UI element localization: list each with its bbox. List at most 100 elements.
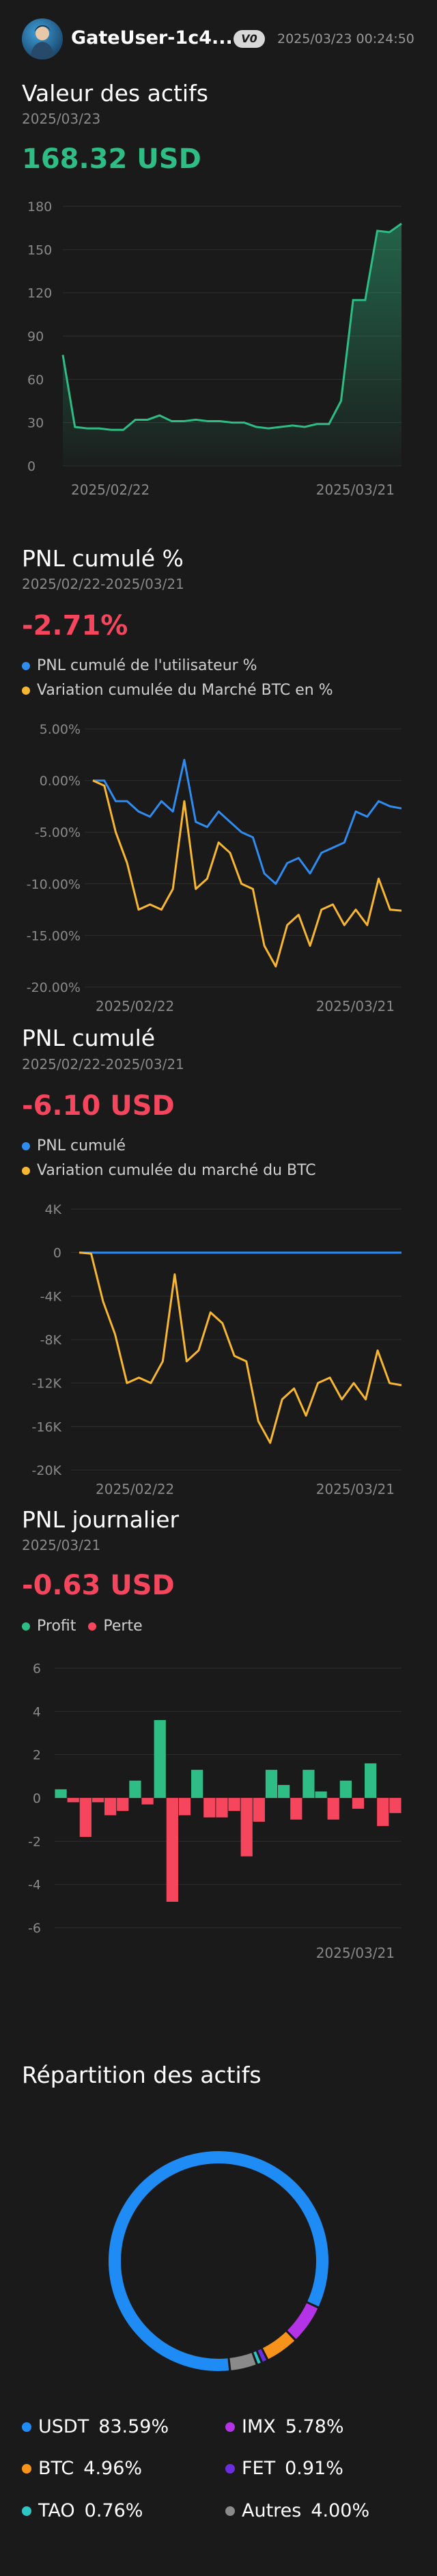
bar bbox=[166, 1798, 178, 1902]
bar bbox=[67, 1798, 79, 1803]
asset-value-date: 2025/03/23 bbox=[22, 111, 101, 127]
y-tick-label: -12K bbox=[32, 1376, 62, 1391]
legend-label: Profit bbox=[37, 1618, 76, 1635]
y-tick-label: -4 bbox=[28, 1878, 41, 1893]
asset-value-chart[interactable]: 0 30 60 90 120 150 180 2025/02/22 2025/03/21 bbox=[0, 184, 437, 499]
y-tick-label: -16K bbox=[32, 1419, 62, 1435]
donut-slice bbox=[109, 2151, 328, 2371]
x-tick-label: 2025/03/21 bbox=[316, 482, 395, 498]
legend-user-pnl-usd: PNL cumulé bbox=[22, 1137, 126, 1154]
pnl-daily-title: PNL journalier bbox=[22, 1506, 180, 1533]
legend-user-pnl-pct: PNL cumulé de l'utilisateur % bbox=[22, 657, 257, 674]
y-tick-label: 0.00% bbox=[40, 774, 81, 789]
allocation-title: Répartition des actifs bbox=[22, 2062, 262, 2088]
legend-dot bbox=[225, 2506, 235, 2516]
vip-badge: V0 bbox=[234, 30, 265, 48]
donut-slice bbox=[287, 2303, 318, 2340]
legend-dot bbox=[225, 2463, 235, 2474]
x-tick-label: 2025/03/21 bbox=[316, 1481, 395, 1497]
bar bbox=[228, 1798, 240, 1811]
allocation-pct: 83.59% bbox=[98, 2416, 169, 2437]
allocation-item: BTC 4.96% bbox=[22, 2458, 142, 2479]
donut-slice bbox=[229, 2353, 256, 2370]
x-tick-label: 2025/02/22 bbox=[96, 1481, 174, 1497]
x-tick-label: 2025/02/22 bbox=[71, 482, 150, 498]
series-line bbox=[79, 1251, 402, 1444]
legend-dot bbox=[22, 686, 30, 695]
legend-dot bbox=[22, 2422, 31, 2432]
pnl-usd-chart[interactable]: 4K 0 -4K -8K -12K -16K -20K 2025/02/22 2025/03/2… bbox=[0, 1192, 437, 1506]
series-line bbox=[93, 758, 402, 885]
legend-label: Perte bbox=[103, 1618, 143, 1635]
series-line bbox=[92, 779, 402, 968]
bar bbox=[389, 1798, 401, 1814]
x-tick-label: 2025/03/21 bbox=[316, 998, 395, 1014]
allocation-name: TAO bbox=[38, 2500, 75, 2521]
y-tick-label: -8K bbox=[40, 1333, 62, 1348]
y-tick-label: 0 bbox=[27, 459, 36, 474]
allocation-name: FET bbox=[242, 2458, 276, 2479]
legend-dot bbox=[22, 1622, 30, 1631]
bar bbox=[339, 1780, 352, 1798]
bar bbox=[117, 1798, 129, 1811]
legend-dot bbox=[225, 2422, 235, 2432]
avatar-icon bbox=[30, 25, 55, 59]
legend-loss: Perte bbox=[88, 1618, 143, 1635]
allocation-pct: 5.78% bbox=[285, 2416, 344, 2437]
pnl-pct-title: PNL cumulé % bbox=[22, 545, 184, 572]
bar bbox=[278, 1785, 290, 1798]
donut-slice bbox=[262, 2331, 295, 2359]
username[interactable]: GateUser-1c4... bbox=[71, 27, 233, 49]
y-tick-label: 0 bbox=[53, 1246, 61, 1261]
allocation-pct: 4.96% bbox=[83, 2458, 143, 2479]
pnl-daily-chart[interactable]: 6 4 2 0 -2 -4 -6 2025/03/21 bbox=[0, 1646, 437, 1961]
bar bbox=[290, 1798, 302, 1820]
pnl-usd-value: -6.10 USD bbox=[22, 1090, 175, 1122]
bar bbox=[154, 1720, 166, 1798]
legend-dot bbox=[22, 1166, 30, 1175]
y-tick-label: 90 bbox=[27, 329, 44, 344]
legend-label: PNL cumulé bbox=[37, 1137, 126, 1154]
y-tick-label: -20.00% bbox=[27, 980, 81, 995]
legend-dot bbox=[22, 1141, 30, 1150]
y-tick-label: 2 bbox=[33, 1748, 41, 1763]
y-tick-label: -10.00% bbox=[27, 877, 81, 892]
legend-btc-pnl-pct: Variation cumulée du Marché BTC en % bbox=[22, 682, 333, 699]
y-tick-label: -15.00% bbox=[27, 928, 81, 943]
legend-profit: Profit bbox=[22, 1618, 76, 1635]
bar bbox=[216, 1798, 228, 1818]
asset-value-title: Valeur des actifs bbox=[22, 80, 208, 107]
legend-label: Variation cumulée du Marché BTC en % bbox=[37, 682, 333, 699]
donut-slice bbox=[253, 2351, 261, 2364]
bar bbox=[352, 1798, 365, 1809]
y-tick-label: 6 bbox=[33, 1661, 41, 1676]
legend-label: PNL cumulé de l'utilisateur % bbox=[37, 657, 257, 674]
allocation-item: FET 0.91% bbox=[225, 2458, 343, 2479]
allocation-name: USDT bbox=[38, 2416, 89, 2437]
y-tick-label: 180 bbox=[27, 199, 52, 214]
allocation-donut-chart[interactable] bbox=[0, 2118, 437, 2377]
bar bbox=[104, 1798, 117, 1816]
legend-dot bbox=[88, 1622, 97, 1631]
allocation-name: BTC bbox=[38, 2458, 74, 2479]
avatar[interactable] bbox=[22, 18, 63, 59]
allocation-pct: 0.91% bbox=[285, 2458, 343, 2479]
bar bbox=[365, 1763, 377, 1798]
y-tick-label: 4 bbox=[33, 1704, 41, 1719]
bar bbox=[79, 1798, 91, 1837]
bar bbox=[191, 1769, 203, 1798]
y-tick-label: 0 bbox=[33, 1791, 41, 1806]
allocation-pct: 0.76% bbox=[84, 2500, 143, 2521]
pnl-pct-chart[interactable]: 5.00% 0.00% -5.00% -10.00% -15.00% -20.00% 202… bbox=[0, 710, 437, 1014]
header: GateUser-1c4... V0 2025/03/23 00:24:50 bbox=[0, 0, 437, 75]
bar bbox=[240, 1798, 253, 1857]
allocation-pct: 4.00% bbox=[311, 2500, 370, 2521]
pnl-daily-date: 2025/03/21 bbox=[22, 1537, 101, 1553]
bar bbox=[91, 1798, 104, 1803]
allocation-item: Autres 4.00% bbox=[225, 2500, 369, 2521]
legend-dot bbox=[22, 2463, 31, 2474]
bar bbox=[315, 1791, 327, 1798]
allocation-item: IMX 5.78% bbox=[225, 2416, 344, 2437]
y-tick-label: 150 bbox=[27, 243, 52, 258]
legend-btc-pnl-usd: Variation cumulée du marché du BTC bbox=[22, 1162, 316, 1179]
